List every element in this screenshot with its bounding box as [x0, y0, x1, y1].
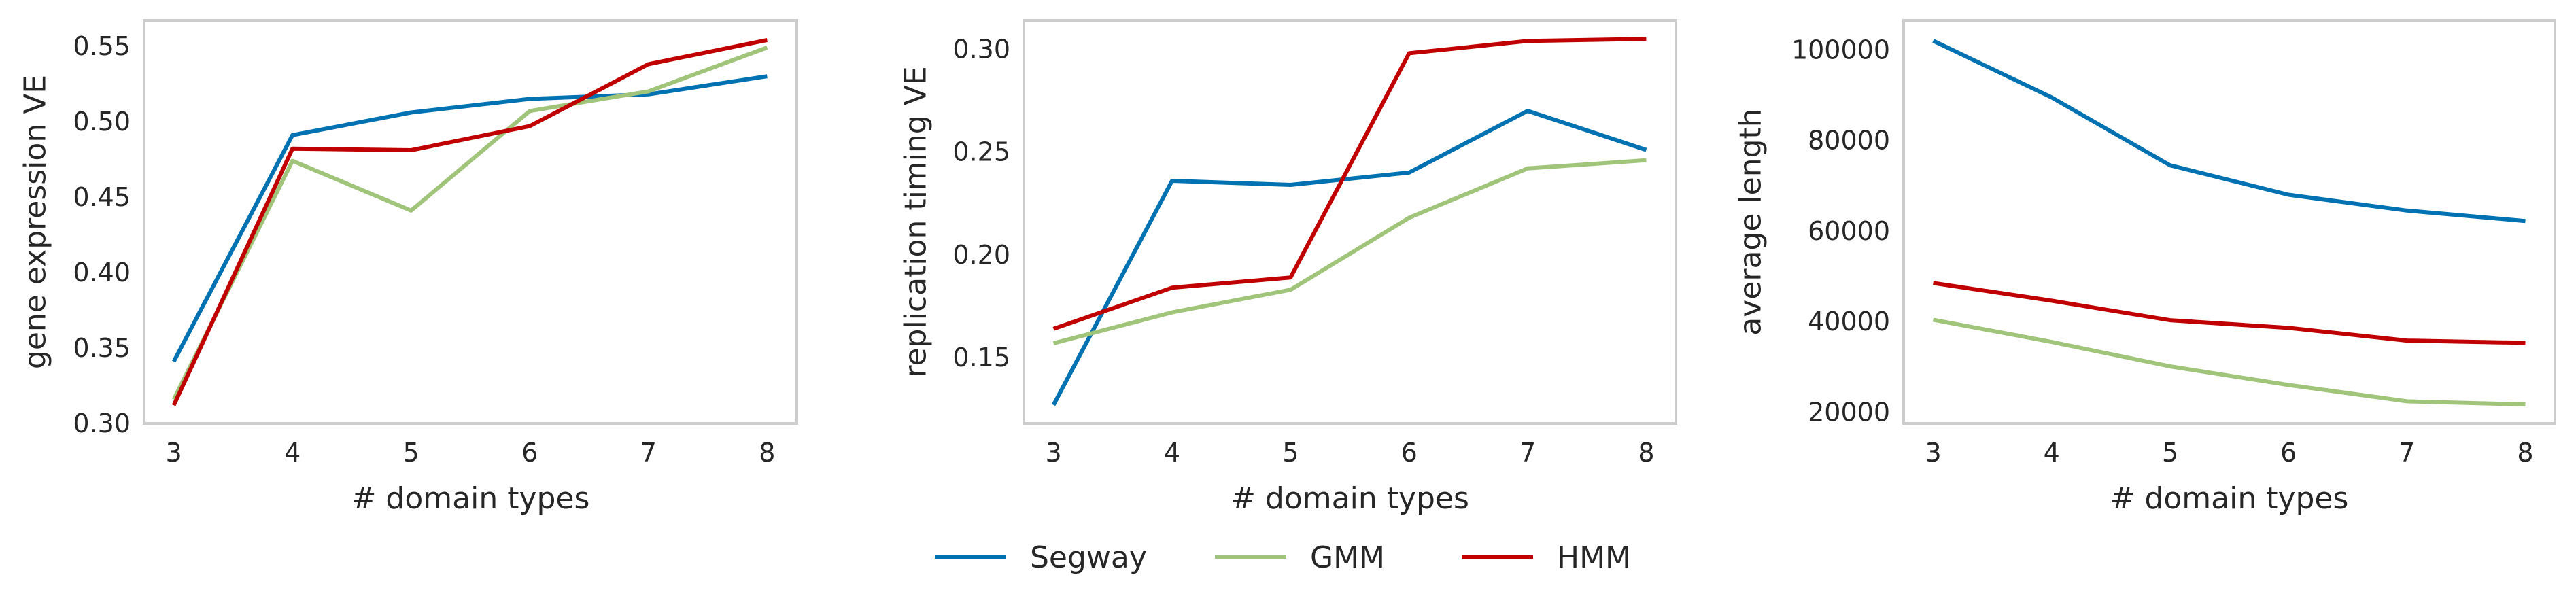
x-tick-label: 4 — [1164, 438, 1180, 468]
series-line-gmm — [1052, 158, 1647, 345]
x-tick-label: 6 — [1401, 438, 1418, 468]
x-axis-label: # domain types — [2110, 481, 2349, 516]
plot-frame — [1902, 19, 2556, 425]
y-tick-label: 0.20 — [952, 240, 1010, 270]
x-tick-label: 8 — [2517, 438, 2533, 468]
series-line-gmm — [171, 46, 768, 400]
y-tick-label: 100000 — [1791, 35, 1890, 65]
x-tick-label: 8 — [1638, 438, 1654, 468]
y-tick-label: 0.15 — [952, 343, 1010, 372]
x-tick-label: 4 — [2044, 438, 2060, 468]
legend-item-hmm: HMM — [1462, 540, 1631, 575]
chart-panel-1: 3 4 5 6 7 8 0.30 0.35 0.40 0.45 0.50 0.55 # domain t… — [18, 19, 798, 516]
x-tick-label: 6 — [521, 438, 538, 468]
series-line-hmm — [1933, 281, 2526, 345]
x-tick-label: 3 — [166, 438, 182, 468]
series-line-segway — [1932, 39, 2526, 224]
series-line-gmm — [1932, 317, 2526, 406]
y-axis-label: average length — [1734, 108, 1768, 335]
plot-frame — [1023, 19, 1677, 425]
y-axis-label: gene expression VE — [18, 75, 53, 369]
series-line-segway — [1051, 109, 1647, 406]
chart-panels: 3 4 5 6 7 8 0.30 0.35 0.40 0.45 0.50 0.55 # domain t… — [18, 19, 2556, 516]
x-tick-label: 5 — [2162, 438, 2178, 468]
x-tick-label: 3 — [1045, 438, 1061, 468]
legend-label: HMM — [1557, 540, 1631, 575]
legend-label: Segway — [1030, 540, 1147, 575]
x-axis-label: # domain types — [351, 481, 590, 516]
y-tick-label: 0.55 — [73, 31, 131, 61]
y-tick-label: 0.30 — [73, 408, 131, 438]
x-tick-label: 7 — [1519, 438, 1536, 468]
x-tick-label: 8 — [759, 438, 775, 468]
y-tick-label: 20000 — [1808, 397, 1890, 427]
y-tick-label: 0.40 — [73, 258, 131, 288]
y-tick-label: 0.50 — [73, 107, 131, 137]
x-tick-label: 5 — [403, 438, 419, 468]
y-tick-label: 40000 — [1808, 307, 1890, 336]
legend-label: GMM — [1310, 540, 1385, 575]
y-tick-label: 60000 — [1808, 216, 1890, 246]
chart-panel-2: 3 4 5 6 7 8 0.15 0.20 0.25 0.30 # domain types repl… — [899, 19, 1677, 516]
y-tick-label: 80000 — [1808, 126, 1890, 156]
y-tick-label: 0.45 — [73, 182, 131, 212]
x-tick-label: 7 — [640, 438, 657, 468]
y-tick-label: 0.25 — [952, 137, 1010, 167]
x-tick-label: 5 — [1282, 438, 1299, 468]
x-tick-label: 3 — [1925, 438, 1941, 468]
series-line-segway — [171, 74, 768, 363]
legend-item-segway: Segway — [935, 540, 1147, 575]
x-tick-label: 4 — [284, 438, 300, 468]
series-line-hmm — [1052, 37, 1647, 331]
y-tick-label: 0.30 — [952, 34, 1010, 64]
plot-frame — [143, 19, 798, 425]
chart-panel-3: 3 4 5 6 7 8 20000 40000 60000 80000 100000 # domain… — [1734, 19, 2556, 516]
x-tick-label: 7 — [2399, 438, 2415, 468]
series-line-hmm — [171, 37, 768, 406]
y-tick-label: 0.35 — [73, 333, 131, 363]
legend: Segway GMM HMM — [935, 540, 1631, 575]
x-axis-label: # domain types — [1231, 481, 1469, 516]
y-axis-label: replication timing VE — [899, 66, 933, 377]
x-tick-label: 6 — [2280, 438, 2297, 468]
legend-item-gmm: GMM — [1215, 540, 1385, 575]
